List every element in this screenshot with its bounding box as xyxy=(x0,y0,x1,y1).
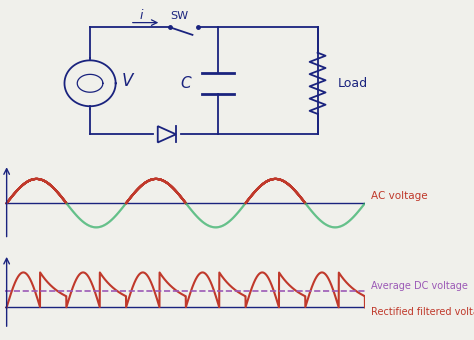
Text: Rectified filtered voltage: Rectified filtered voltage xyxy=(371,307,474,317)
Text: C: C xyxy=(180,76,191,91)
Text: Load: Load xyxy=(337,77,368,90)
Text: V: V xyxy=(121,72,133,90)
Text: Average DC voltage: Average DC voltage xyxy=(371,281,468,291)
Text: AC voltage: AC voltage xyxy=(371,191,428,201)
Text: i: i xyxy=(139,9,143,22)
Text: SW: SW xyxy=(171,11,189,21)
